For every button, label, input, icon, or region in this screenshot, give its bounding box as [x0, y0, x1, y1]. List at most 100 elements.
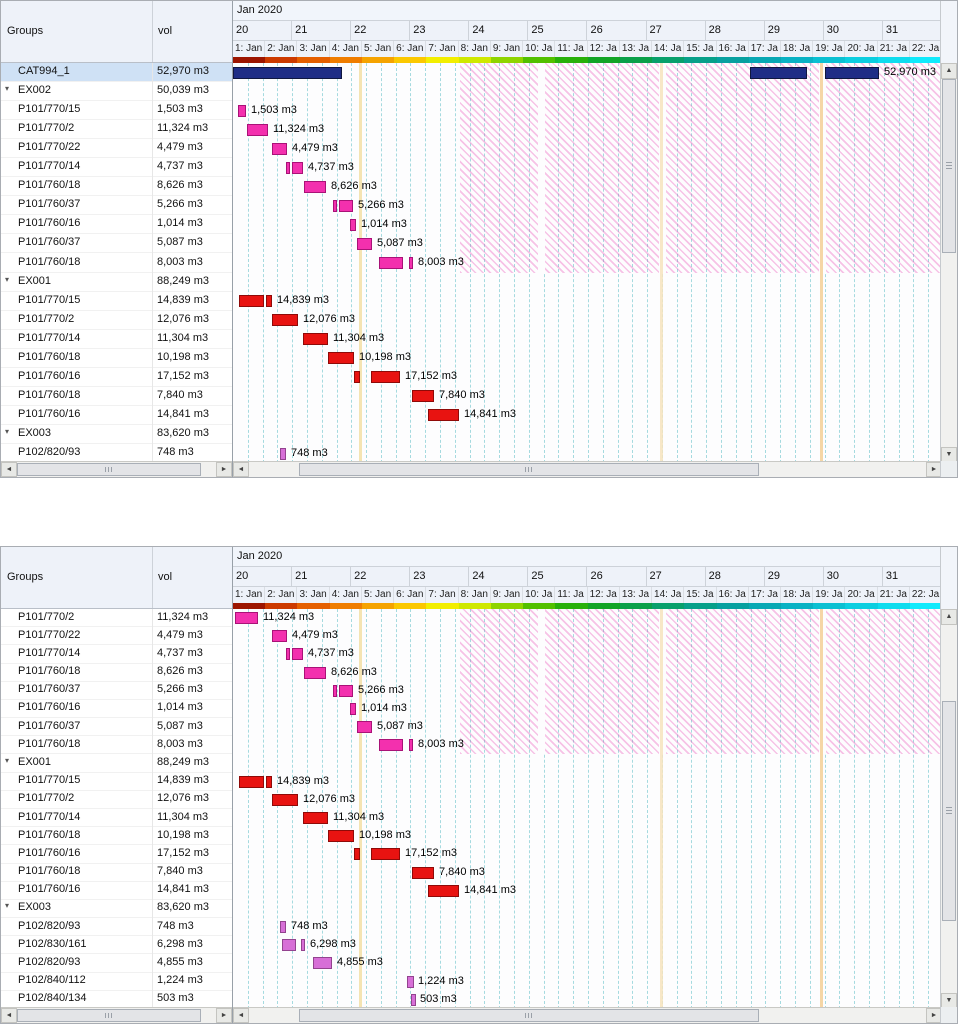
table-row[interactable]: P101/770/15 14,839 m3	[1, 291, 232, 311]
table-row[interactable]: P102/820/93 4,855 m3	[1, 954, 232, 973]
gantt-bar[interactable]	[339, 199, 353, 212]
table-row[interactable]: P101/760/18 10,198 m3	[1, 348, 232, 368]
table-row[interactable]: P101/770/2 11,324 m3	[1, 609, 232, 628]
table-row[interactable]: P101/770/14 11,304 m3	[1, 808, 232, 828]
gantt-bar[interactable]	[303, 333, 328, 346]
gantt-bar[interactable]	[272, 314, 298, 327]
table-row[interactable]: P101/760/37 5,087 m3	[1, 718, 232, 737]
gantt-bar[interactable]	[280, 447, 286, 460]
vertical-scrollbar[interactable]: ▲ ▼	[940, 63, 957, 463]
chevron-down-icon[interactable]: ▾	[5, 426, 10, 436]
gantt-bar[interactable]	[272, 630, 287, 643]
scroll-thumb[interactable]	[299, 1009, 759, 1022]
scroll-left-button[interactable]: ◄	[233, 462, 249, 477]
table-row[interactable]: ▾ EX002 50,039 m3	[1, 82, 232, 102]
gantt-bar[interactable]	[238, 104, 246, 117]
table-row[interactable]: P101/770/2 12,076 m3	[1, 790, 232, 809]
gantt-bar[interactable]	[428, 409, 459, 422]
gantt-bar[interactable]	[303, 812, 328, 825]
gantt-bar[interactable]	[328, 830, 354, 843]
scroll-right-button[interactable]: ►	[216, 1008, 232, 1023]
gantt-bar[interactable]	[282, 939, 296, 952]
scroll-left-button[interactable]: ◄	[1, 1008, 17, 1023]
chevron-down-icon[interactable]: ▾	[5, 756, 10, 766]
gantt-bar[interactable]	[339, 684, 353, 697]
gantt-bar[interactable]	[409, 257, 413, 270]
table-row[interactable]: P101/760/37 5,266 m3	[1, 681, 232, 700]
gantt-bar[interactable]	[286, 648, 290, 661]
table-row[interactable]: P101/760/18 8,003 m3	[1, 253, 232, 273]
table-row[interactable]: P101/760/16 14,841 m3	[1, 405, 232, 425]
gantt-bar[interactable]	[239, 775, 264, 788]
scroll-right-button[interactable]: ►	[216, 462, 232, 477]
table-row[interactable]: P101/760/18 8,626 m3	[1, 663, 232, 682]
gantt-bar[interactable]	[292, 161, 303, 174]
table-row[interactable]: P101/760/18 10,198 m3	[1, 827, 232, 846]
table-row[interactable]: ▾ EX001 88,249 m3	[1, 754, 232, 773]
scroll-thumb[interactable]	[942, 701, 956, 921]
gantt-bar[interactable]	[407, 975, 414, 988]
table-row[interactable]: P101/760/18 7,840 m3	[1, 386, 232, 406]
scroll-up-button[interactable]: ▲	[941, 609, 957, 625]
scroll-thumb[interactable]	[17, 1009, 201, 1022]
gantt-bar[interactable]	[371, 848, 400, 861]
table-row[interactable]: P101/760/16 14,841 m3	[1, 881, 232, 900]
table-row[interactable]: P101/770/14 11,304 m3	[1, 329, 232, 349]
gantt-bar[interactable]	[272, 793, 298, 806]
gantt-bar[interactable]	[411, 993, 416, 1006]
gantt-bar[interactable]	[371, 371, 400, 384]
gantt-bar[interactable]	[272, 142, 287, 155]
gantt-bar[interactable]	[354, 371, 360, 384]
gantt-bar[interactable]	[292, 648, 303, 661]
table-row[interactable]: P101/760/18 8,003 m3	[1, 736, 232, 755]
table-row[interactable]: P101/760/16 1,014 m3	[1, 215, 232, 235]
table-row[interactable]: P102/830/161 6,298 m3	[1, 936, 232, 955]
gantt-bar[interactable]	[233, 66, 342, 79]
table-row[interactable]: P101/760/18 8,626 m3	[1, 177, 232, 197]
gantt-bar[interactable]	[280, 921, 286, 934]
table-row[interactable]: P101/770/14 4,737 m3	[1, 158, 232, 178]
table-row[interactable]: P101/770/15 1,503 m3	[1, 101, 232, 121]
vertical-scrollbar[interactable]: ▲ ▼	[940, 609, 957, 1009]
gantt-bar[interactable]	[313, 957, 332, 970]
chevron-down-icon[interactable]: ▾	[5, 84, 10, 94]
table-row[interactable]: P101/770/14 4,737 m3	[1, 645, 232, 664]
table-row[interactable]: P101/760/16 17,152 m3	[1, 367, 232, 387]
table-row[interactable]: P102/840/112 1,224 m3	[1, 972, 232, 991]
gantt-bar[interactable]	[412, 866, 434, 879]
gantt-bar[interactable]	[412, 390, 434, 403]
table-row[interactable]: P101/760/16 1,014 m3	[1, 699, 232, 719]
gantt-bar[interactable]	[247, 123, 268, 136]
table-row[interactable]: P101/760/37 5,087 m3	[1, 234, 232, 254]
table-row[interactable]: P102/820/93 748 m3	[1, 918, 232, 937]
gantt-bar[interactable]	[350, 218, 356, 231]
chart-horizontal-scrollbar[interactable]: ◄ ►	[233, 461, 942, 477]
scroll-up-button[interactable]: ▲	[941, 63, 957, 79]
table-row[interactable]: P101/760/16 17,152 m3	[1, 845, 232, 864]
table-row[interactable]: ▾ EX001 88,249 m3	[1, 272, 232, 292]
chart-horizontal-scrollbar[interactable]: ◄ ►	[233, 1007, 942, 1023]
table-row[interactable]: P101/770/22 4,479 m3	[1, 627, 232, 646]
gantt-bar[interactable]	[328, 352, 354, 365]
table-row[interactable]: P101/760/37 5,266 m3	[1, 196, 232, 216]
chevron-down-icon[interactable]: ▾	[5, 274, 10, 284]
gantt-bar[interactable]	[428, 884, 459, 897]
gantt-bar[interactable]	[379, 739, 403, 752]
gantt-bar[interactable]	[357, 721, 372, 734]
gantt-bar[interactable]	[301, 939, 305, 952]
gantt-bar[interactable]	[350, 702, 356, 715]
table-row[interactable]: P101/770/2 12,076 m3	[1, 310, 232, 330]
gantt-bar[interactable]	[750, 66, 807, 79]
table-row[interactable]: P101/770/2 11,324 m3	[1, 120, 232, 140]
gantt-bar[interactable]	[286, 161, 290, 174]
table-row[interactable]: P101/760/18 7,840 m3	[1, 863, 232, 882]
gantt-bar[interactable]	[266, 295, 272, 308]
table-row[interactable]: P102/820/93 748 m3	[1, 444, 232, 463]
table-row[interactable]: CAT994_1 52,970 m3	[1, 63, 232, 83]
gantt-bar[interactable]	[266, 775, 272, 788]
table-row[interactable]: ▾ EX003 83,620 m3	[1, 899, 232, 919]
scroll-thumb[interactable]	[942, 79, 956, 253]
scroll-thumb[interactable]	[17, 463, 201, 476]
gantt-bar[interactable]	[825, 66, 879, 79]
gantt-bar[interactable]	[304, 180, 326, 193]
